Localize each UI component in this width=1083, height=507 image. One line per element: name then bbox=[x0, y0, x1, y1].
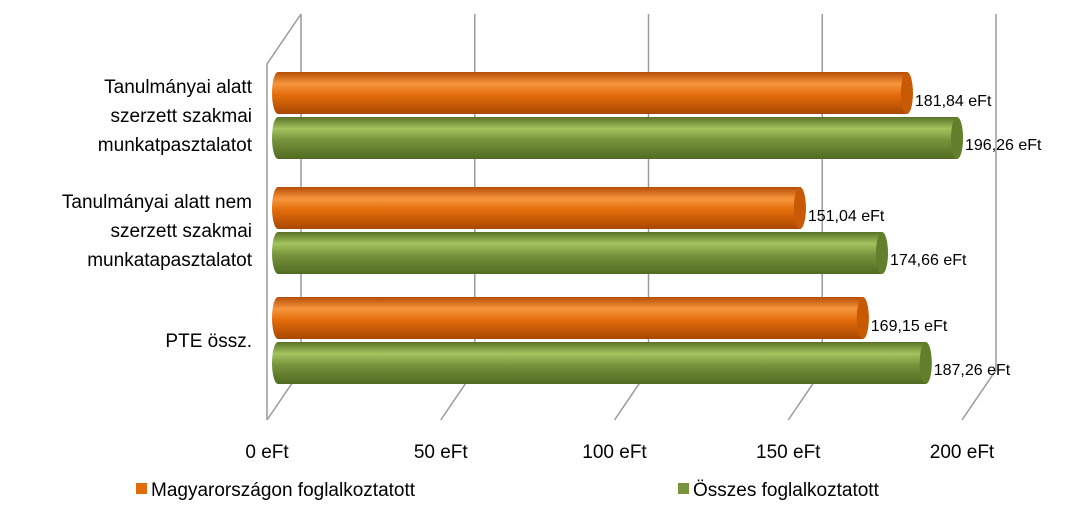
legend-label: Magyarországon foglalkoztatott bbox=[151, 480, 416, 501]
bar-end-cap bbox=[919, 342, 932, 384]
category-label: munkatpasztalatot bbox=[98, 135, 253, 156]
category-label: szerzett szakmai bbox=[111, 106, 252, 127]
x-axis-tick-labels: 0 eFt 50 eFt 100 eFt 150 eFt 200 eFt bbox=[245, 442, 995, 463]
bar-end-cap bbox=[900, 72, 913, 114]
data-label: 174,66 eFt bbox=[890, 252, 967, 269]
bar-end-cap bbox=[875, 232, 888, 274]
gridline bbox=[961, 14, 997, 421]
bar bbox=[272, 72, 913, 114]
data-label: 196,26 eFt bbox=[965, 137, 1042, 154]
bar bbox=[272, 232, 888, 274]
legend-swatch bbox=[678, 483, 689, 494]
data-label: 187,26 eFt bbox=[934, 362, 1011, 379]
side-wall bbox=[266, 13, 302, 420]
category-label: Tanulmányai alatt nem bbox=[62, 192, 252, 213]
bar bbox=[272, 187, 806, 229]
x-tick-label: 200 eFt bbox=[930, 442, 995, 463]
bar bbox=[272, 297, 869, 339]
bar-end-cap bbox=[951, 117, 964, 159]
category-label: PTE össz. bbox=[165, 331, 252, 352]
data-label: 151,04 eFt bbox=[808, 208, 885, 225]
bars: 181,84 eFt 196,26 eFt 151,04 eFt 174,66 eFt… bbox=[272, 72, 1042, 384]
category-label: szerzett szakmai bbox=[111, 221, 252, 242]
x-tick-label: 50 eFt bbox=[414, 442, 469, 463]
category-label: munkatapasztalatot bbox=[87, 250, 252, 271]
legend-label: Összes foglalkoztatott bbox=[693, 480, 880, 501]
legend-swatch bbox=[136, 483, 147, 494]
x-tick-label: 0 eFt bbox=[245, 442, 289, 463]
bar bbox=[272, 117, 964, 159]
bar bbox=[272, 342, 932, 384]
x-tick-label: 100 eFt bbox=[582, 442, 647, 463]
data-label: 169,15 eFt bbox=[871, 318, 948, 335]
bar-end-cap bbox=[856, 297, 869, 339]
category-label: Tanulmányai alatt bbox=[104, 77, 253, 98]
data-label: 181,84 eFt bbox=[915, 93, 992, 110]
x-tick-label: 150 eFt bbox=[756, 442, 821, 463]
bar-end-cap bbox=[793, 187, 806, 229]
legend: Magyarországon foglalkoztatott Összes fog… bbox=[136, 480, 880, 501]
category-labels: Tanulmányai alatt szerzett szakmai munkatp… bbox=[62, 77, 253, 352]
